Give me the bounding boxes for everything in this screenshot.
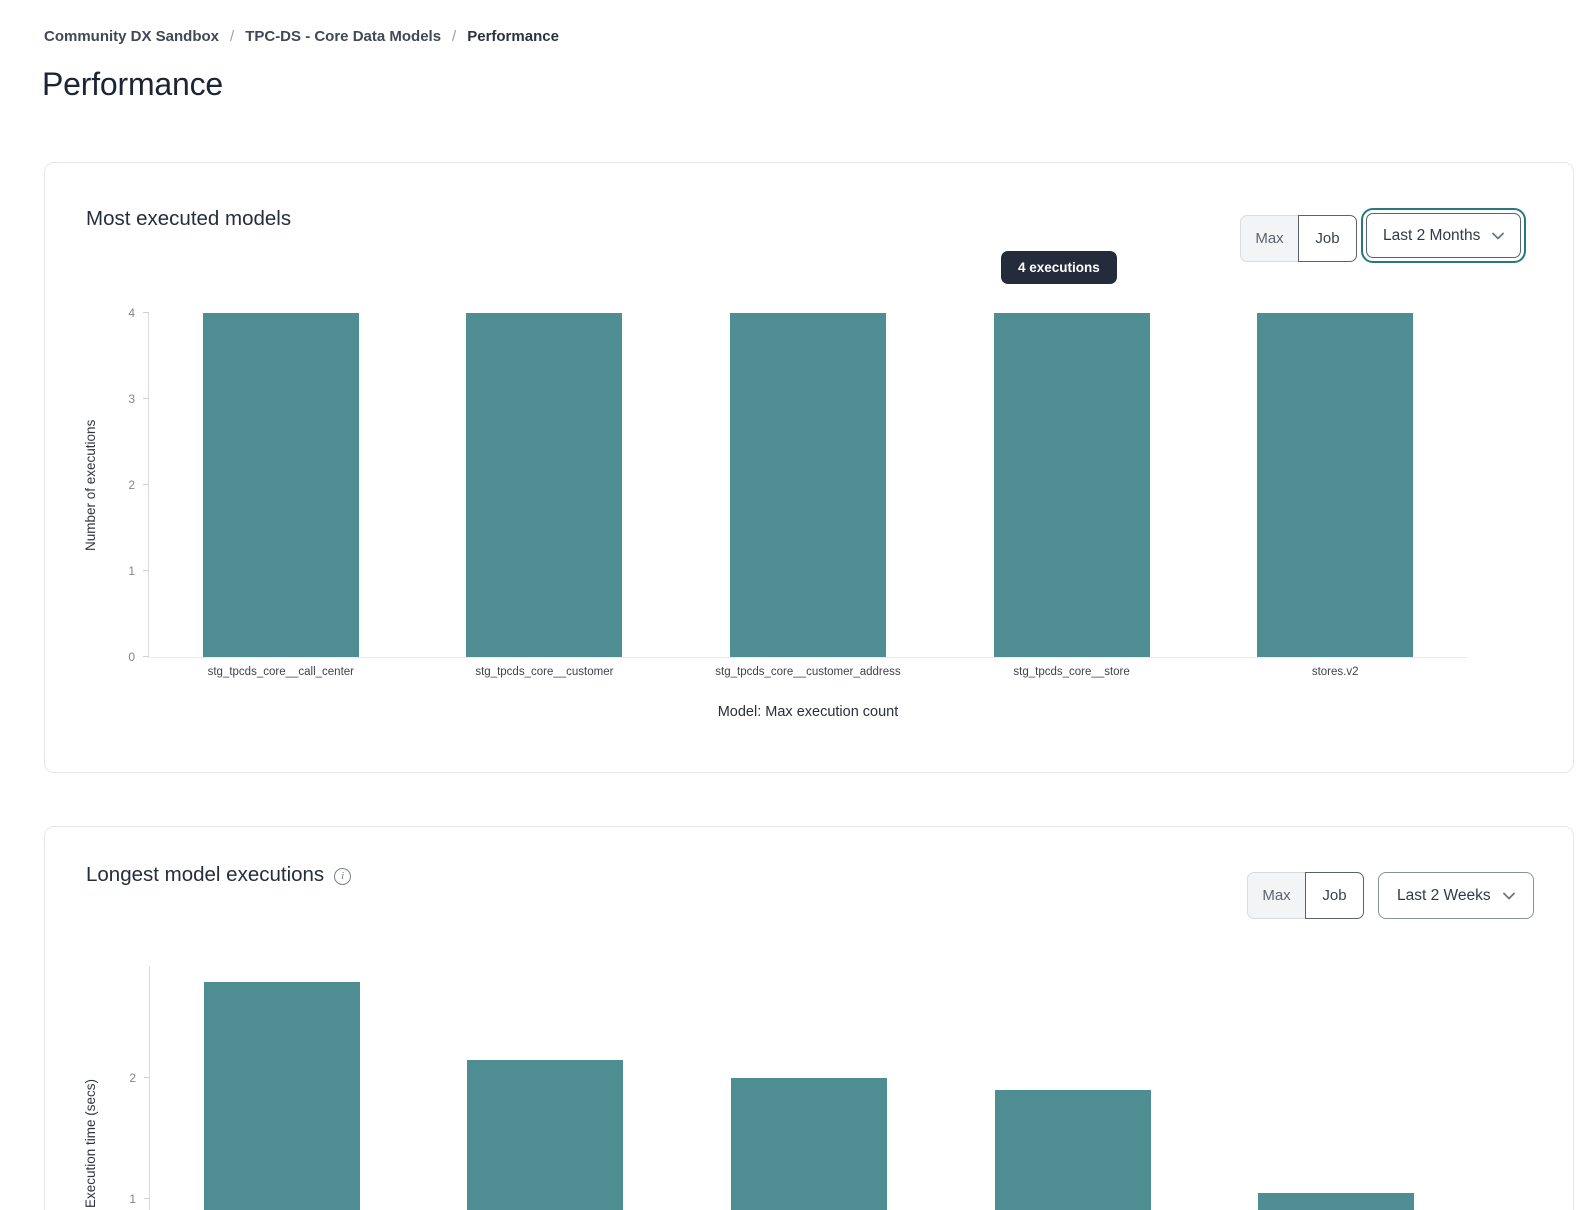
breadcrumb-separator: /: [230, 28, 235, 45]
date-range-value: Last 2 Months: [1383, 226, 1481, 244]
breadcrumb-item-project[interactable]: TPC-DS - Core Data Models: [245, 28, 442, 45]
y-axis-tick-label: 0: [128, 650, 135, 664]
toggle-job-button[interactable]: Job: [1298, 215, 1357, 262]
y-axis-tick-mark: [144, 1197, 150, 1199]
y-axis-tick-mark: [143, 570, 149, 571]
date-range-dropdown-focus-ring: Last 2 Months: [1361, 208, 1527, 263]
x-axis-tick-label: stg_tpcds_core__store: [1013, 666, 1130, 678]
bar-stg_tpcds_core__call_center[interactable]: [202, 313, 359, 657]
chevron-down-icon: [1502, 892, 1515, 900]
bar-stg_tpcds_core__customer_address[interactable]: [730, 313, 886, 657]
card-most-executed-models: Most executed models Max Job Last 2 Mont…: [44, 162, 1574, 773]
y-axis-tick-mark: [144, 1077, 150, 1079]
bar-stg_tpcds_core__customer[interactable]: [466, 313, 623, 657]
x-axis-tick-label: stg_tpcds_core__customer_address: [715, 666, 901, 678]
y-axis-tick-label: 1: [129, 1191, 136, 1206]
y-axis-tick-mark: [143, 312, 149, 313]
card-title-text: Longest model executions: [86, 863, 325, 886]
bar-item-1[interactable]: [203, 981, 360, 1210]
date-range-value: Last 2 Weeks: [1397, 886, 1491, 904]
toggle-max-button[interactable]: Max: [1247, 872, 1306, 919]
card-title-text: Most executed models: [86, 207, 292, 230]
y-axis-tick-mark: [143, 656, 149, 657]
y-axis-tick-label: 2: [129, 1071, 136, 1086]
card-title: Longest model executions i: [86, 863, 352, 887]
page-title: Performance: [42, 66, 223, 102]
chevron-down-icon: [1492, 232, 1505, 240]
max-job-toggle: Max Job: [1247, 872, 1364, 919]
breadcrumb-item-performance: Performance: [467, 28, 559, 45]
x-axis-title: Model: Max execution count: [717, 704, 899, 720]
bar-chart-most-executed: 0 1 2 3 4 stg_tpcds_core__call_center stg_tpcd…: [128, 306, 1467, 720]
chart-tooltip: 4 executions: [1001, 251, 1117, 284]
card-title: Most executed models: [86, 207, 291, 231]
y-axis-tick-label: 4: [128, 306, 135, 320]
y-axis-tick-mark: [143, 484, 149, 485]
y-axis-tick-mark: [143, 398, 149, 399]
bar-item-4[interactable]: [994, 1090, 1151, 1210]
card-longest-model-executions: Longest model executions i Max Job Last …: [44, 826, 1574, 1210]
y-axis-tick-label: 1: [128, 564, 135, 578]
bar-item-3[interactable]: [731, 1078, 887, 1210]
y-axis-tick-label: 3: [128, 392, 135, 406]
bar-stores.v2[interactable]: [1257, 313, 1414, 657]
bar-stg_tpcds_core__store[interactable]: [993, 313, 1150, 657]
x-axis-tick-label: stores.v2: [1311, 666, 1359, 678]
info-icon[interactable]: i: [334, 867, 352, 885]
y-axis-tick-label: 2: [128, 478, 135, 492]
date-range-dropdown[interactable]: Last 2 Weeks: [1378, 872, 1534, 919]
breadcrumb-separator: /: [452, 28, 457, 45]
breadcrumb-item-account[interactable]: Community DX Sandbox: [44, 28, 220, 45]
date-range-dropdown[interactable]: Last 2 Months: [1366, 213, 1522, 258]
x-axis-tick-label: stg_tpcds_core__customer: [475, 666, 614, 678]
toggle-max-button[interactable]: Max: [1240, 215, 1299, 262]
toggle-job-button[interactable]: Job: [1305, 872, 1364, 919]
x-axis-tick-label: stg_tpcds_core__call_center: [207, 666, 354, 678]
breadcrumb: Community DX Sandbox / TPC-DS - Core Dat…: [44, 28, 559, 45]
bar-item-2[interactable]: [467, 1059, 624, 1210]
max-job-toggle: Max Job: [1240, 215, 1357, 262]
bar-item-5[interactable]: [1258, 1192, 1415, 1210]
y-axis-label: Execution time (secs): [83, 1078, 98, 1208]
